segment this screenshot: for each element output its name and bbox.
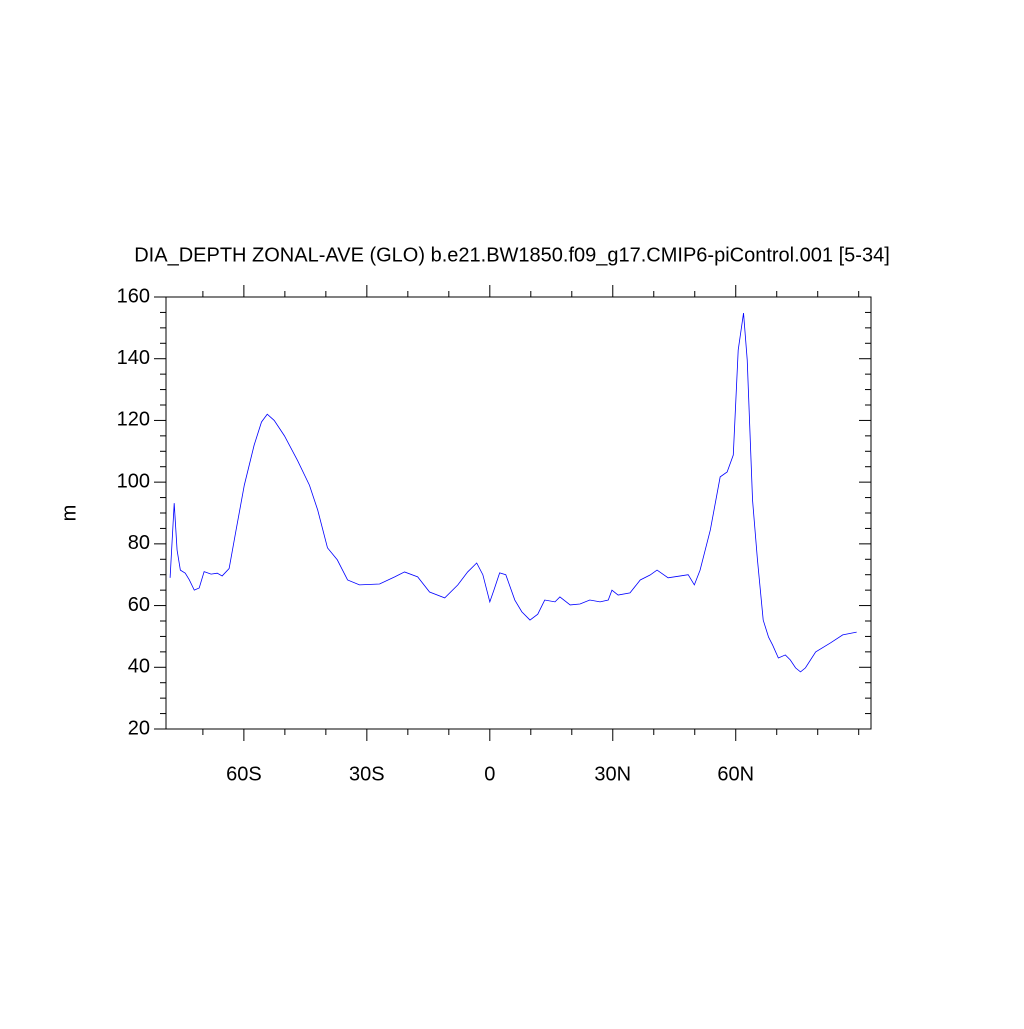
x-tick-label: 30S <box>349 763 385 785</box>
y-tick-label: 80 <box>128 532 150 554</box>
x-tick-label: 60S <box>226 763 262 785</box>
x-tick-label: 0 <box>484 763 495 785</box>
y-tick-label: 20 <box>128 717 150 739</box>
y-tick-label: 60 <box>128 594 150 616</box>
data-line <box>169 312 857 673</box>
y-tick-label: 140 <box>117 347 150 369</box>
y-tick-label: 100 <box>117 470 150 492</box>
plot-frame <box>165 296 872 730</box>
chart-title: DIA_DEPTH ZONAL-AVE (GLO) b.e21.BW1850.f… <box>134 244 890 266</box>
y-tick-label: 160 <box>117 285 150 307</box>
y-axis-label: m <box>58 505 80 522</box>
y-tick-label: 120 <box>117 409 150 431</box>
x-tick-label: 30N <box>594 763 631 785</box>
x-tick-label: 60N <box>717 763 754 785</box>
y-tick-label: 40 <box>128 656 150 678</box>
